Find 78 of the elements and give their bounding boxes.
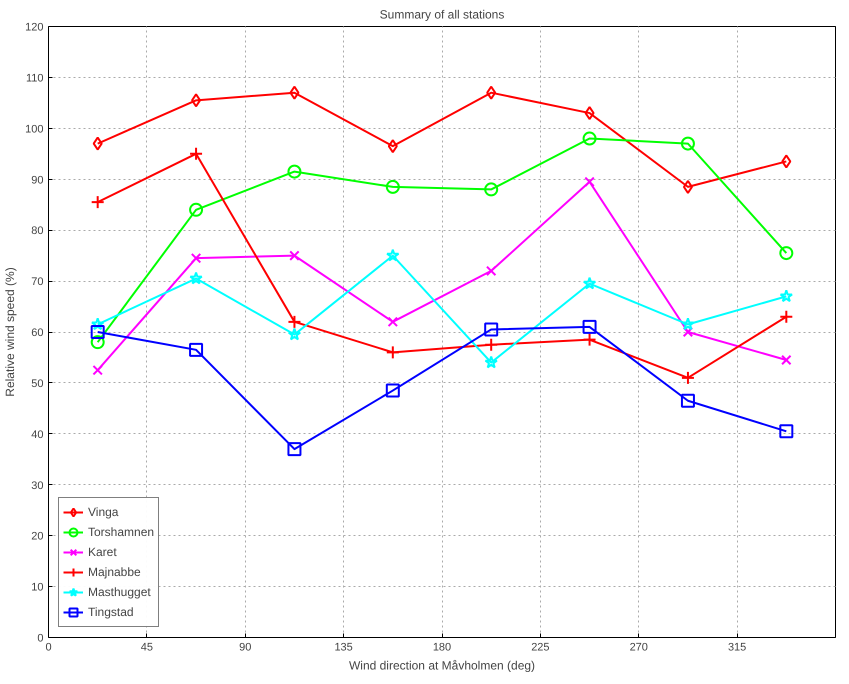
- y-tick-label: 110: [26, 72, 44, 84]
- point: [386, 248, 400, 262]
- x-tick-label: 90: [239, 642, 252, 654]
- y-tick-label: 20: [31, 530, 44, 543]
- x-axis-title: Wind direction at Måvholmen (deg): [348, 658, 536, 672]
- point: [287, 314, 302, 329]
- point: [189, 342, 204, 357]
- x-tick-label: 315: [728, 642, 746, 654]
- point: [386, 180, 400, 194]
- point: [189, 146, 204, 161]
- y-tick-label: 100: [25, 123, 44, 136]
- point: [288, 328, 302, 340]
- point: [189, 202, 204, 217]
- point: [582, 332, 597, 347]
- point: [191, 93, 202, 108]
- point: [682, 180, 693, 194]
- point: [484, 356, 498, 368]
- legend-label: Torshamnen: [88, 525, 154, 539]
- point: [289, 86, 300, 100]
- point: [680, 394, 695, 408]
- y-tick-label: 50: [31, 378, 44, 390]
- x-tick-label: 0: [45, 642, 52, 654]
- x-tick-label: 45: [140, 642, 154, 654]
- point: [680, 136, 695, 151]
- point: [584, 176, 595, 188]
- point: [484, 338, 498, 352]
- x-tick-label: 135: [334, 642, 353, 654]
- y-tick-label: 90: [31, 174, 44, 186]
- point: [90, 317, 104, 330]
- y-axis-title: Relative wind speed (%): [3, 267, 18, 397]
- legend-label: Masthugget: [88, 585, 151, 599]
- point: [582, 320, 597, 334]
- point: [484, 322, 498, 336]
- point: [386, 384, 400, 398]
- y-tick-label: 70: [31, 276, 44, 288]
- point: [781, 154, 792, 168]
- point: [90, 325, 105, 339]
- point: [90, 335, 105, 350]
- y-tick-label: 40: [31, 428, 44, 441]
- y-tick-label: 0: [37, 632, 44, 644]
- y-tick-label: 10: [31, 582, 44, 594]
- y-tick-label: 30: [31, 480, 44, 492]
- point: [582, 132, 597, 146]
- point: [779, 246, 794, 260]
- point: [287, 164, 302, 179]
- legend-label: Karet: [88, 545, 117, 559]
- x-tick-label: 180: [432, 642, 452, 654]
- legend-label: Majnabbe: [88, 565, 141, 579]
- point: [190, 252, 202, 264]
- point: [781, 354, 792, 366]
- x-tick-label: 225: [531, 642, 550, 654]
- legend-label: Tingstad: [88, 605, 134, 619]
- point: [584, 106, 595, 120]
- point: [386, 345, 400, 360]
- point: [681, 317, 695, 330]
- point: [92, 364, 103, 376]
- point: [682, 326, 694, 338]
- x-tick-label: 270: [630, 642, 648, 654]
- legend-label: Vinga: [88, 505, 118, 519]
- point: [680, 370, 695, 385]
- point: [388, 139, 398, 154]
- y-tick-label: 60: [31, 327, 44, 339]
- point: [388, 316, 398, 328]
- y-tick-label: 120: [25, 22, 44, 34]
- point: [289, 250, 300, 261]
- point: [486, 266, 496, 276]
- point: [90, 195, 105, 210]
- chart-title: Summary of all stations: [380, 8, 504, 22]
- point: [92, 136, 103, 151]
- point: [779, 424, 794, 438]
- point: [287, 442, 302, 456]
- point: [780, 289, 794, 302]
- point: [582, 276, 596, 290]
- point: [486, 86, 496, 100]
- point: [779, 310, 794, 324]
- point: [189, 272, 203, 284]
- y-tick-label: 80: [31, 225, 44, 238]
- point: [484, 182, 498, 196]
